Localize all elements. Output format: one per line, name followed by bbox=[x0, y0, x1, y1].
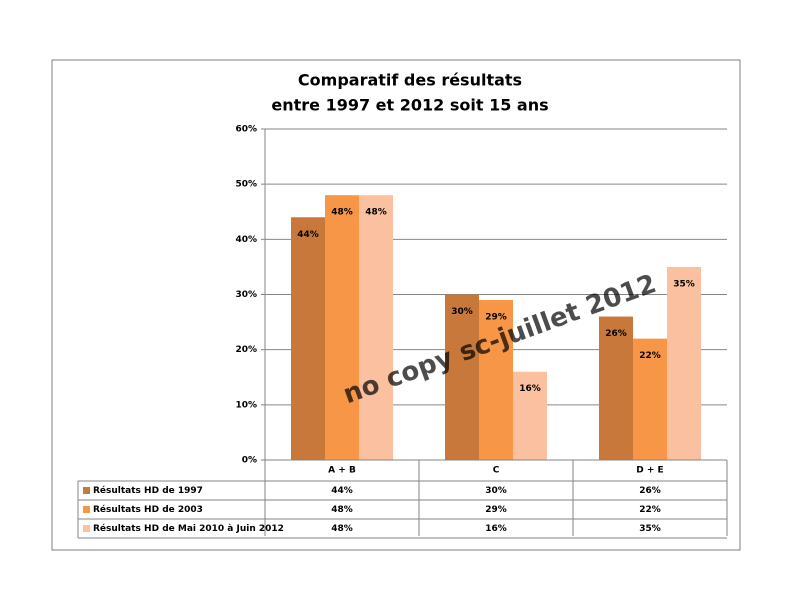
legend-label: Résultats HD de 1997 bbox=[93, 485, 203, 496]
chart-border bbox=[51, 59, 741, 551]
y-tick-label: 30% bbox=[235, 290, 257, 300]
legend-label: Résultats HD de 2003 bbox=[93, 504, 203, 515]
table-cell: 22% bbox=[639, 505, 661, 515]
table-cell: 30% bbox=[485, 486, 507, 496]
bar bbox=[291, 217, 325, 460]
value-label: 48% bbox=[331, 208, 353, 218]
table-cell: 44% bbox=[331, 486, 353, 496]
chart-title: entre 1997 et 2012 soit 15 ans bbox=[271, 96, 548, 115]
table-cell: 35% bbox=[639, 524, 661, 534]
value-label: 29% bbox=[485, 313, 507, 323]
y-tick-label: 20% bbox=[235, 345, 257, 355]
y-tick-label: 60% bbox=[235, 125, 257, 135]
bar bbox=[479, 300, 513, 460]
y-tick-label: 40% bbox=[235, 235, 257, 245]
bar bbox=[325, 195, 359, 460]
value-label: 22% bbox=[639, 351, 661, 361]
bar bbox=[633, 338, 667, 460]
value-label: 44% bbox=[297, 230, 319, 240]
bar bbox=[513, 371, 547, 460]
value-label: 16% bbox=[519, 384, 541, 394]
value-label: 26% bbox=[605, 329, 627, 339]
x-tick-label: C bbox=[493, 466, 500, 476]
value-label: 30% bbox=[451, 307, 473, 317]
bar bbox=[359, 195, 393, 460]
chart-title: Comparatif des résultats bbox=[298, 71, 522, 90]
x-tick-label: A + B bbox=[328, 466, 356, 476]
bar bbox=[445, 294, 479, 460]
table-cell: 48% bbox=[331, 524, 353, 534]
legend-label: Résultats HD de Mai 2010 à Juin 2012 bbox=[93, 523, 284, 534]
value-label: 48% bbox=[365, 208, 387, 218]
legend-swatch bbox=[83, 487, 90, 494]
table-cell: 16% bbox=[485, 524, 507, 534]
y-tick-label: 10% bbox=[235, 400, 257, 410]
table-cell: 48% bbox=[331, 505, 353, 515]
table-cell: 26% bbox=[639, 486, 661, 496]
bar bbox=[667, 266, 701, 460]
legend-swatch bbox=[83, 506, 90, 513]
table-cell: 29% bbox=[485, 505, 507, 515]
y-tick-label: 50% bbox=[235, 180, 257, 190]
x-tick-label: D + E bbox=[636, 466, 663, 476]
legend-swatch bbox=[83, 525, 90, 532]
value-label: 35% bbox=[673, 279, 695, 289]
y-tick-label: 0% bbox=[242, 456, 257, 466]
bar bbox=[599, 316, 633, 460]
